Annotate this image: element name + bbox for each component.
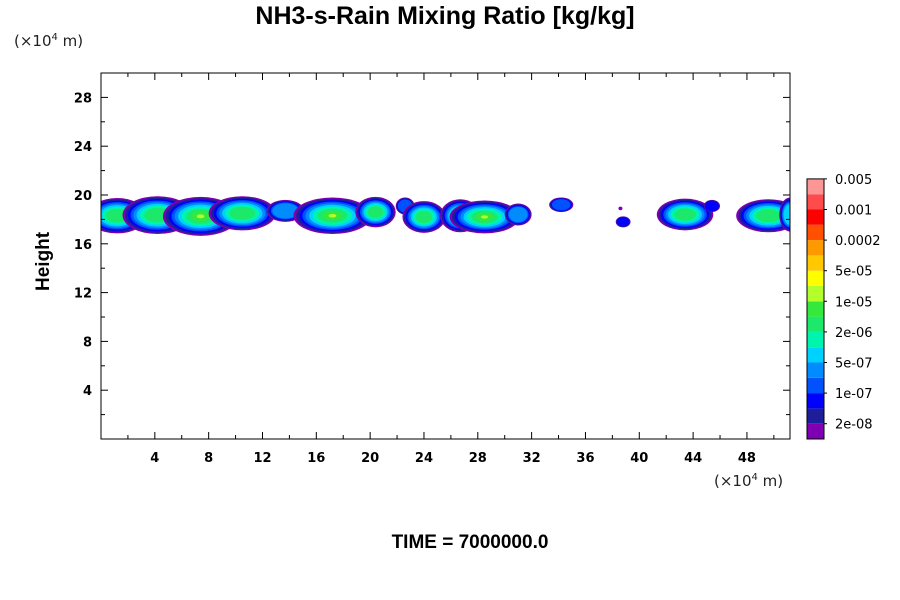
contour-blob bbox=[656, 198, 714, 231]
contour-blob bbox=[549, 197, 574, 213]
x-tick-label: 40 bbox=[630, 451, 648, 466]
colorbar-swatch bbox=[807, 270, 824, 286]
colorbar-label: 1e-07 bbox=[835, 387, 873, 402]
contour-level bbox=[705, 200, 719, 212]
colorbar-swatch bbox=[807, 423, 824, 439]
x-tick-label: 48 bbox=[738, 451, 756, 466]
contour-blob bbox=[208, 196, 276, 231]
colorbar-frame bbox=[806, 178, 825, 440]
colorbar-label: 2e-06 bbox=[835, 326, 873, 341]
x-tick-label: 24 bbox=[415, 451, 433, 466]
contour-level bbox=[674, 208, 696, 221]
contour-level bbox=[616, 217, 630, 227]
y-tick-label: 12 bbox=[74, 287, 92, 302]
contour-level bbox=[105, 209, 129, 223]
colorbar-swatch bbox=[807, 240, 824, 256]
colorbar-swatch bbox=[807, 408, 824, 424]
contour-level bbox=[415, 210, 433, 223]
contour-blob bbox=[736, 199, 790, 233]
x-tick-label: 36 bbox=[576, 451, 594, 466]
chart-title: NH3-s-Rain Mixing Ratio [kg/kg] bbox=[255, 2, 635, 30]
colorbar-label: 1e-05 bbox=[835, 295, 873, 310]
x-axis-unit: (×104 m) bbox=[714, 472, 784, 490]
contour-level bbox=[328, 213, 337, 218]
colorbar-swatch bbox=[807, 316, 824, 332]
x-tick-label: 44 bbox=[684, 451, 702, 466]
contour-level bbox=[367, 206, 384, 218]
contour-blob bbox=[402, 201, 446, 233]
contour-blob bbox=[355, 196, 396, 228]
contour-level bbox=[272, 203, 299, 219]
contour-blob bbox=[618, 206, 623, 211]
colorbar-label: 5e-05 bbox=[835, 265, 873, 280]
contour-blob bbox=[615, 216, 631, 228]
contour-level bbox=[756, 209, 781, 222]
y-tick-label: 20 bbox=[74, 189, 92, 204]
colorbar-label: 0.005 bbox=[835, 173, 872, 188]
x-tick-label: 16 bbox=[307, 451, 325, 466]
contour-blob bbox=[293, 197, 372, 235]
colorbar-swatch bbox=[807, 178, 824, 195]
y-tick-label: 16 bbox=[74, 238, 92, 253]
colorbar-swatch bbox=[807, 194, 824, 210]
contour-level bbox=[508, 206, 528, 223]
contour-level bbox=[196, 214, 205, 219]
x-tick-label: 32 bbox=[523, 451, 541, 466]
colorbar-label: 0.001 bbox=[835, 204, 872, 219]
colorbar-swatch bbox=[807, 377, 824, 394]
y-tick-label: 28 bbox=[74, 91, 92, 106]
colorbar-swatch bbox=[807, 286, 824, 302]
colorbar-label: 2e-08 bbox=[835, 418, 873, 433]
colorbar-swatch bbox=[807, 209, 824, 225]
contour-level bbox=[618, 206, 623, 211]
contour-blob bbox=[703, 199, 721, 213]
contour-level bbox=[229, 206, 256, 220]
colorbar-swatch bbox=[807, 393, 824, 409]
contour-level bbox=[551, 199, 571, 211]
y-axis-unit: (×104 m) bbox=[14, 32, 84, 50]
colorbar-swatch bbox=[807, 224, 824, 241]
x-tick-label: 12 bbox=[253, 451, 271, 466]
y-tick-label: 4 bbox=[83, 384, 92, 399]
time-label: TIME = 7000000.0 bbox=[391, 532, 549, 553]
colorbar-label: 5e-07 bbox=[835, 357, 873, 372]
colorbar-swatch bbox=[807, 301, 824, 317]
colorbar-swatch bbox=[807, 347, 824, 363]
contour-level bbox=[481, 215, 489, 219]
contour-blob bbox=[504, 203, 532, 226]
colorbar-swatch bbox=[807, 362, 824, 378]
colorbar: 2e-08 1e-07 5e-07 2e-06 1e-05 5e-05 0.0002 0.00… bbox=[806, 173, 881, 440]
y-tick-label: 24 bbox=[74, 140, 92, 155]
contour-blob bbox=[449, 200, 520, 234]
contour-field bbox=[101, 196, 790, 236]
x-tick-label: 8 bbox=[204, 451, 213, 466]
x-tick-label: 28 bbox=[469, 451, 487, 466]
colorbar-swatch bbox=[807, 255, 824, 271]
plot-area-background bbox=[101, 73, 790, 439]
colorbar-swatch bbox=[807, 331, 824, 348]
x-tick-label: 20 bbox=[361, 451, 379, 466]
colorbar-label: 0.0002 bbox=[835, 234, 881, 249]
plot-frame bbox=[100, 72, 791, 440]
y-tick-label: 8 bbox=[83, 335, 92, 350]
x-tick-label: 4 bbox=[150, 451, 159, 466]
